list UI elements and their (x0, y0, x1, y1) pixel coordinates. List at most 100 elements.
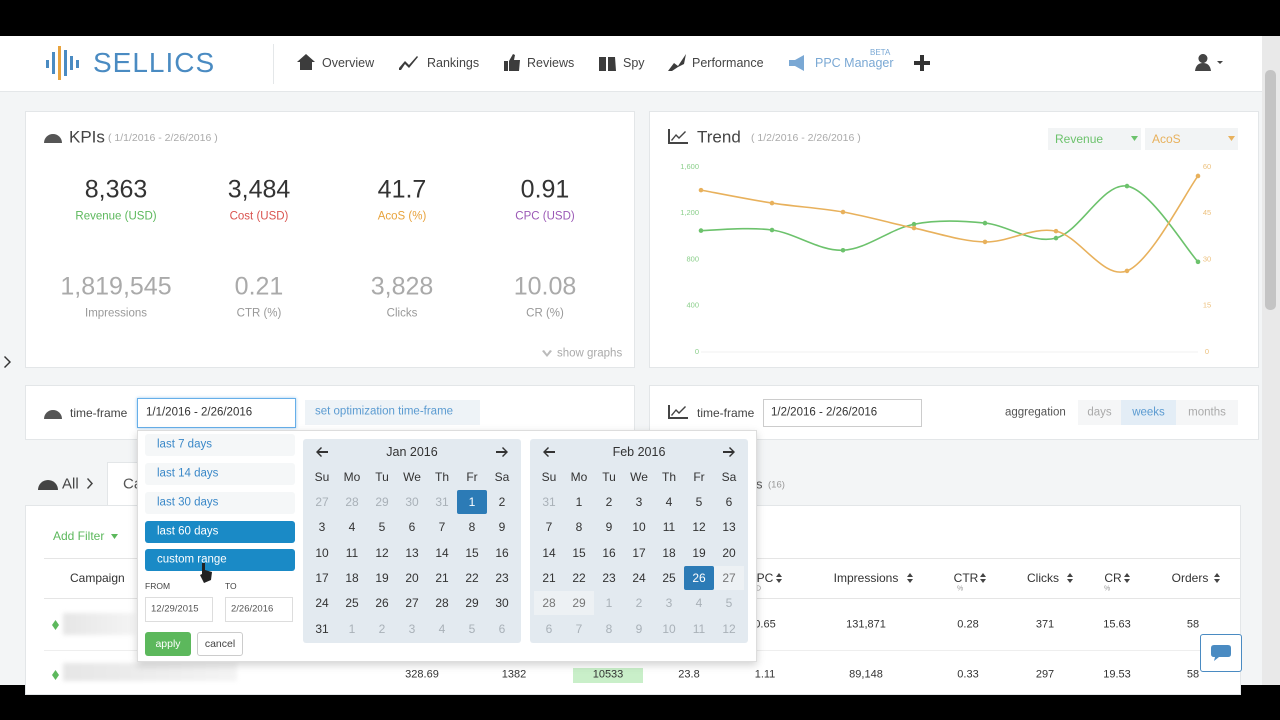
calendar-day[interactable]: 3 (635, 495, 643, 509)
day-out-of-range[interactable] (714, 565, 744, 590)
add-filter-button[interactable]: Add Filter (53, 529, 105, 543)
preset-option-label[interactable]: last 7 days (157, 438, 212, 451)
calendar-day[interactable]: 31 (435, 495, 449, 509)
preset-option-label[interactable]: last 30 days (157, 496, 219, 509)
calendar-day[interactable]: 3 (665, 596, 673, 611)
calendar-day[interactable]: 18 (662, 545, 676, 560)
show-graphs-link[interactable]: show graphs (557, 347, 623, 360)
nav-link[interactable]: PPC Manager (815, 55, 894, 70)
calendar-day[interactable]: 8 (575, 520, 583, 535)
calendar-day[interactable]: 24 (315, 596, 329, 611)
calendar-day[interactable]: 23 (495, 570, 509, 585)
calendar-day[interactable]: 16 (495, 545, 509, 560)
preset-option-label[interactable]: last 14 days (157, 467, 219, 480)
calendar-day[interactable]: 20 (405, 570, 419, 585)
metric-select[interactable] (1145, 128, 1238, 150)
calendar-day[interactable]: 6 (545, 621, 553, 636)
calendar-day[interactable]: 29 (465, 596, 479, 611)
calendar-day[interactable]: 1 (575, 495, 583, 509)
preset-option-label[interactable]: custom range (157, 553, 227, 566)
calendar-day[interactable]: 26 (692, 570, 706, 585)
calendar-day[interactable]: 18 (345, 570, 359, 585)
calendar-day[interactable]: 31 (315, 621, 329, 636)
calendar-day[interactable]: 14 (542, 545, 556, 560)
calendar-day[interactable]: 12 (722, 621, 736, 636)
calendar-day[interactable]: 12 (375, 545, 389, 560)
timeframe-input[interactable] (763, 399, 922, 427)
calendar-day[interactable]: 13 (722, 520, 736, 535)
aggregation-option-label[interactable]: months (1188, 406, 1226, 419)
aggregation-option-label[interactable]: weeks (1132, 406, 1165, 419)
calendar-day[interactable]: 11 (692, 621, 706, 636)
calendar-day[interactable]: 25 (662, 570, 676, 585)
calendar-day[interactable]: 5 (378, 520, 386, 535)
calendar-day[interactable]: 31 (542, 495, 556, 509)
calendar-day[interactable]: 1 (468, 495, 476, 509)
calendar-day[interactable]: 27 (405, 596, 419, 611)
preset-option[interactable] (145, 463, 295, 485)
day-out-of-range[interactable] (534, 591, 564, 616)
nav-link[interactable]: Performance (692, 55, 764, 70)
tab-all[interactable]: All (62, 475, 79, 493)
calendar-day[interactable]: 4 (695, 596, 703, 611)
calendar-day[interactable]: 28 (542, 596, 556, 611)
calendar-day[interactable]: 27 (722, 570, 736, 585)
calendar-day[interactable]: 9 (635, 621, 643, 636)
calendar-day[interactable]: 11 (662, 520, 676, 535)
aggregation-option[interactable] (1176, 400, 1238, 425)
day-out-of-range[interactable] (564, 591, 594, 616)
calendar-day[interactable]: 5 (468, 621, 476, 636)
calendar-day[interactable]: 23 (602, 570, 616, 585)
calendar-day[interactable]: 17 (632, 545, 646, 560)
calendar-day[interactable]: 19 (692, 545, 706, 560)
table-header[interactable]: Campaign (70, 571, 125, 585)
calendar-day[interactable]: 1 (605, 596, 613, 611)
calendar-day[interactable]: 25 (345, 596, 359, 611)
calendar-day[interactable]: 14 (435, 545, 449, 560)
calendar-day[interactable]: 16 (602, 545, 616, 560)
calendar-day[interactable]: 6 (725, 495, 733, 509)
preset-option[interactable] (145, 492, 295, 514)
day-selected[interactable] (684, 565, 714, 590)
calendar-day[interactable]: 2 (378, 621, 386, 636)
table-header[interactable]: Impressions (833, 571, 899, 585)
calendar-day[interactable]: 2 (498, 495, 506, 509)
calendar-day[interactable]: 26 (375, 596, 389, 611)
calendar-day[interactable]: 15 (572, 545, 586, 560)
metric-select[interactable] (1048, 128, 1141, 150)
preset-option[interactable] (145, 521, 295, 543)
calendar-day[interactable]: 2 (635, 596, 643, 611)
table-header[interactable]: Orders (1171, 571, 1209, 585)
calendar-day[interactable]: 5 (695, 495, 703, 509)
calendar-day[interactable]: 10 (315, 545, 329, 560)
calendar-day[interactable]: 12 (692, 520, 706, 535)
aggregation-option-label[interactable]: days (1087, 406, 1112, 419)
calendar-day[interactable]: 6 (498, 621, 506, 636)
calendar-day[interactable]: 3 (318, 520, 326, 535)
preset-option[interactable] (145, 434, 295, 456)
calendar-day[interactable]: 22 (572, 570, 586, 585)
calendar-day[interactable]: 20 (722, 545, 736, 560)
calendar-day[interactable]: 4 (665, 495, 673, 509)
preset-option[interactable] (145, 549, 295, 571)
calendar-day[interactable]: 7 (545, 520, 553, 535)
optimization-button[interactable] (305, 400, 480, 425)
calendar-day[interactable]: 4 (348, 520, 356, 535)
to-input[interactable] (225, 597, 293, 622)
calendar-day[interactable]: 13 (405, 545, 419, 560)
calendar-day[interactable]: 5 (725, 596, 733, 611)
timeframe-input[interactable] (137, 398, 296, 428)
apply-button-label[interactable]: apply (155, 637, 181, 650)
calendar-day[interactable]: 10 (662, 621, 676, 636)
preset-option-label[interactable]: last 60 days (157, 525, 219, 538)
calendar-day[interactable]: 7 (575, 621, 583, 636)
calendar-day[interactable]: 19 (375, 570, 389, 585)
calendar-day[interactable]: 27 (315, 495, 329, 509)
calendar-day[interactable]: 8 (605, 621, 613, 636)
calendar-day[interactable]: 11 (345, 545, 359, 560)
apply-button[interactable] (145, 632, 191, 656)
table-header[interactable]: PC (756, 571, 774, 585)
calendar-day[interactable]: 9 (605, 520, 613, 535)
aggregation-option[interactable] (1078, 400, 1121, 425)
table-header[interactable]: CTR (953, 571, 979, 585)
